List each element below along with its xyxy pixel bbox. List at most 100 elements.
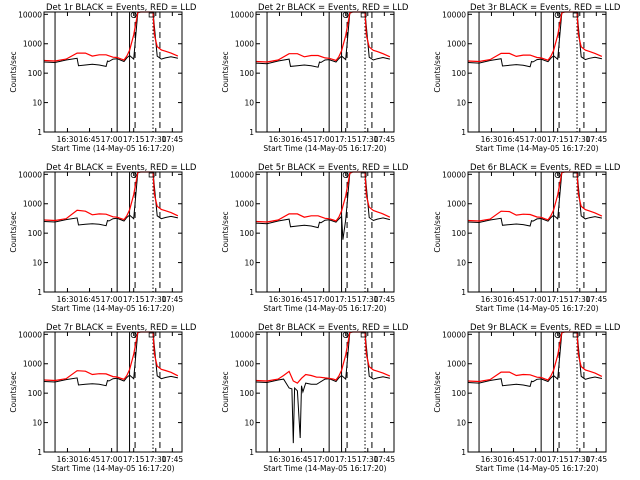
x-tick-label: 17:00	[101, 455, 123, 464]
lld-series-line	[43, 331, 179, 382]
plot-frame	[43, 331, 183, 453]
events-series-line	[255, 171, 391, 240]
chart-panel-3: Det 3r BLACK = Events, RED = LLD 1 10 100 10…	[433, 3, 621, 153]
x-tick-label: 16:45	[503, 135, 525, 144]
x-tick-label: 17:30	[145, 455, 167, 464]
y-tick-label: 1000	[235, 200, 254, 209]
x-tick-label: 17:00	[525, 135, 547, 144]
y-tick-label: 1000	[23, 40, 42, 49]
x-tick-label: 17:30	[569, 135, 591, 144]
y-tick-label: 1	[249, 288, 254, 297]
plot-frame	[467, 331, 607, 453]
x-axis-label: Start Time (14-May-05 16:17:20)	[475, 304, 598, 313]
y-tick-label: 10000	[230, 10, 254, 19]
chart-panel-9: Det 9r BLACK = Events, RED = LLD 1 10 100 10…	[433, 323, 621, 473]
lld-series-line	[255, 11, 391, 63]
x-tick-label: 17:30	[569, 295, 591, 304]
y-tick-label: 1000	[447, 200, 466, 209]
events-series-line	[255, 331, 391, 444]
x-tick-label: 17:15	[547, 295, 569, 304]
lld-series-line	[255, 171, 391, 223]
chart-title: Det 3r BLACK = Events, RED = LLD	[470, 3, 621, 13]
y-tick-label: 10	[244, 99, 254, 108]
chart-title: Det 4r BLACK = Events, RED = LLD	[46, 163, 197, 173]
x-tick-label: 16:45	[291, 455, 313, 464]
y-tick-label: 100	[452, 389, 467, 398]
x-tick-label: 17:30	[357, 295, 379, 304]
y-tick-label: 10	[456, 419, 466, 428]
peak-marker-icon	[148, 172, 155, 178]
x-tick-label: 17:45	[162, 455, 184, 464]
y-tick-label: 1	[37, 288, 42, 297]
x-tick-label: 17:45	[586, 295, 608, 304]
x-axis-label: Start Time (14-May-05 16:17:20)	[475, 464, 598, 473]
x-axis-label: Start Time (14-May-05 16:17:20)	[263, 304, 386, 313]
plot-frame	[255, 11, 395, 133]
x-tick-label: 17:45	[162, 135, 184, 144]
x-tick-label: 17:00	[525, 455, 547, 464]
x-tick-label: 16:30	[269, 295, 291, 304]
x-axis-label: Start Time (14-May-05 16:17:20)	[51, 304, 174, 313]
lld-series-line	[43, 171, 179, 222]
chart-title: Det 6r BLACK = Events, RED = LLD	[470, 163, 621, 173]
y-tick-label: 10	[32, 99, 42, 108]
chart-panel-7: Det 7r BLACK = Events, RED = LLD 1 10 100 10…	[9, 323, 197, 473]
x-tick-label: 17:15	[335, 135, 357, 144]
y-tick-label: 10	[32, 259, 42, 268]
events-series-line	[255, 11, 391, 68]
y-tick-label: 1	[37, 128, 42, 137]
y-axis-label: Counts/sec	[221, 51, 230, 92]
x-tick-label: 16:30	[269, 455, 291, 464]
y-axis-label: Counts/sec	[9, 371, 18, 412]
x-tick-label: 17:15	[123, 455, 145, 464]
chart-title: Det 5r BLACK = Events, RED = LLD	[258, 163, 409, 173]
y-tick-label: 1000	[447, 40, 466, 49]
x-tick-label: 16:30	[481, 295, 503, 304]
y-tick-label: 10	[456, 99, 466, 108]
x-axis-label: Start Time (14-May-05 16:17:20)	[263, 464, 386, 473]
x-tick-label: 16:45	[503, 295, 525, 304]
x-tick-label: 17:00	[525, 295, 547, 304]
y-tick-label: 10000	[442, 330, 466, 339]
peak-marker-icon	[572, 12, 579, 18]
events-series-line	[43, 331, 179, 387]
y-tick-label: 1000	[23, 200, 42, 209]
x-tick-label: 17:45	[162, 295, 184, 304]
x-tick-label: 17:45	[586, 135, 608, 144]
x-tick-label: 16:30	[57, 135, 79, 144]
x-tick-label: 17:15	[123, 295, 145, 304]
y-tick-label: 100	[452, 69, 467, 78]
x-tick-label: 16:30	[481, 455, 503, 464]
y-tick-label: 1	[249, 128, 254, 137]
y-axis-label: Counts/sec	[221, 211, 230, 252]
peak-marker-icon	[148, 332, 155, 338]
x-tick-label: 17:45	[586, 455, 608, 464]
y-tick-label: 100	[28, 69, 43, 78]
peak-marker-icon	[360, 172, 367, 178]
x-tick-label: 17:00	[101, 135, 123, 144]
x-tick-label: 17:30	[357, 455, 379, 464]
x-tick-label: 17:15	[335, 295, 357, 304]
lld-series-line	[467, 331, 603, 383]
y-tick-label: 10000	[18, 330, 42, 339]
chart-panel-2: Det 2r BLACK = Events, RED = LLD 1 10 100 10…	[221, 3, 409, 153]
y-tick-label: 10000	[442, 10, 466, 19]
y-axis-label: Counts/sec	[433, 211, 442, 252]
peak-marker-icon	[572, 172, 579, 178]
y-tick-label: 1000	[235, 40, 254, 49]
x-axis-label: Start Time (14-May-05 16:17:20)	[51, 144, 174, 153]
chart-title: Det 1r BLACK = Events, RED = LLD	[46, 3, 197, 13]
x-tick-label: 16:45	[503, 455, 525, 464]
y-tick-label: 100	[240, 229, 255, 238]
y-tick-label: 100	[240, 69, 255, 78]
plot-frame	[43, 171, 183, 293]
y-tick-label: 1	[461, 448, 466, 457]
y-axis-label: Counts/sec	[9, 211, 18, 252]
y-tick-label: 10000	[442, 170, 466, 179]
plot-frame	[467, 11, 607, 133]
chart-title: Det 2r BLACK = Events, RED = LLD	[258, 3, 409, 13]
events-series-line	[43, 171, 179, 227]
plot-frame	[467, 171, 607, 293]
lld-series-line	[43, 11, 179, 62]
